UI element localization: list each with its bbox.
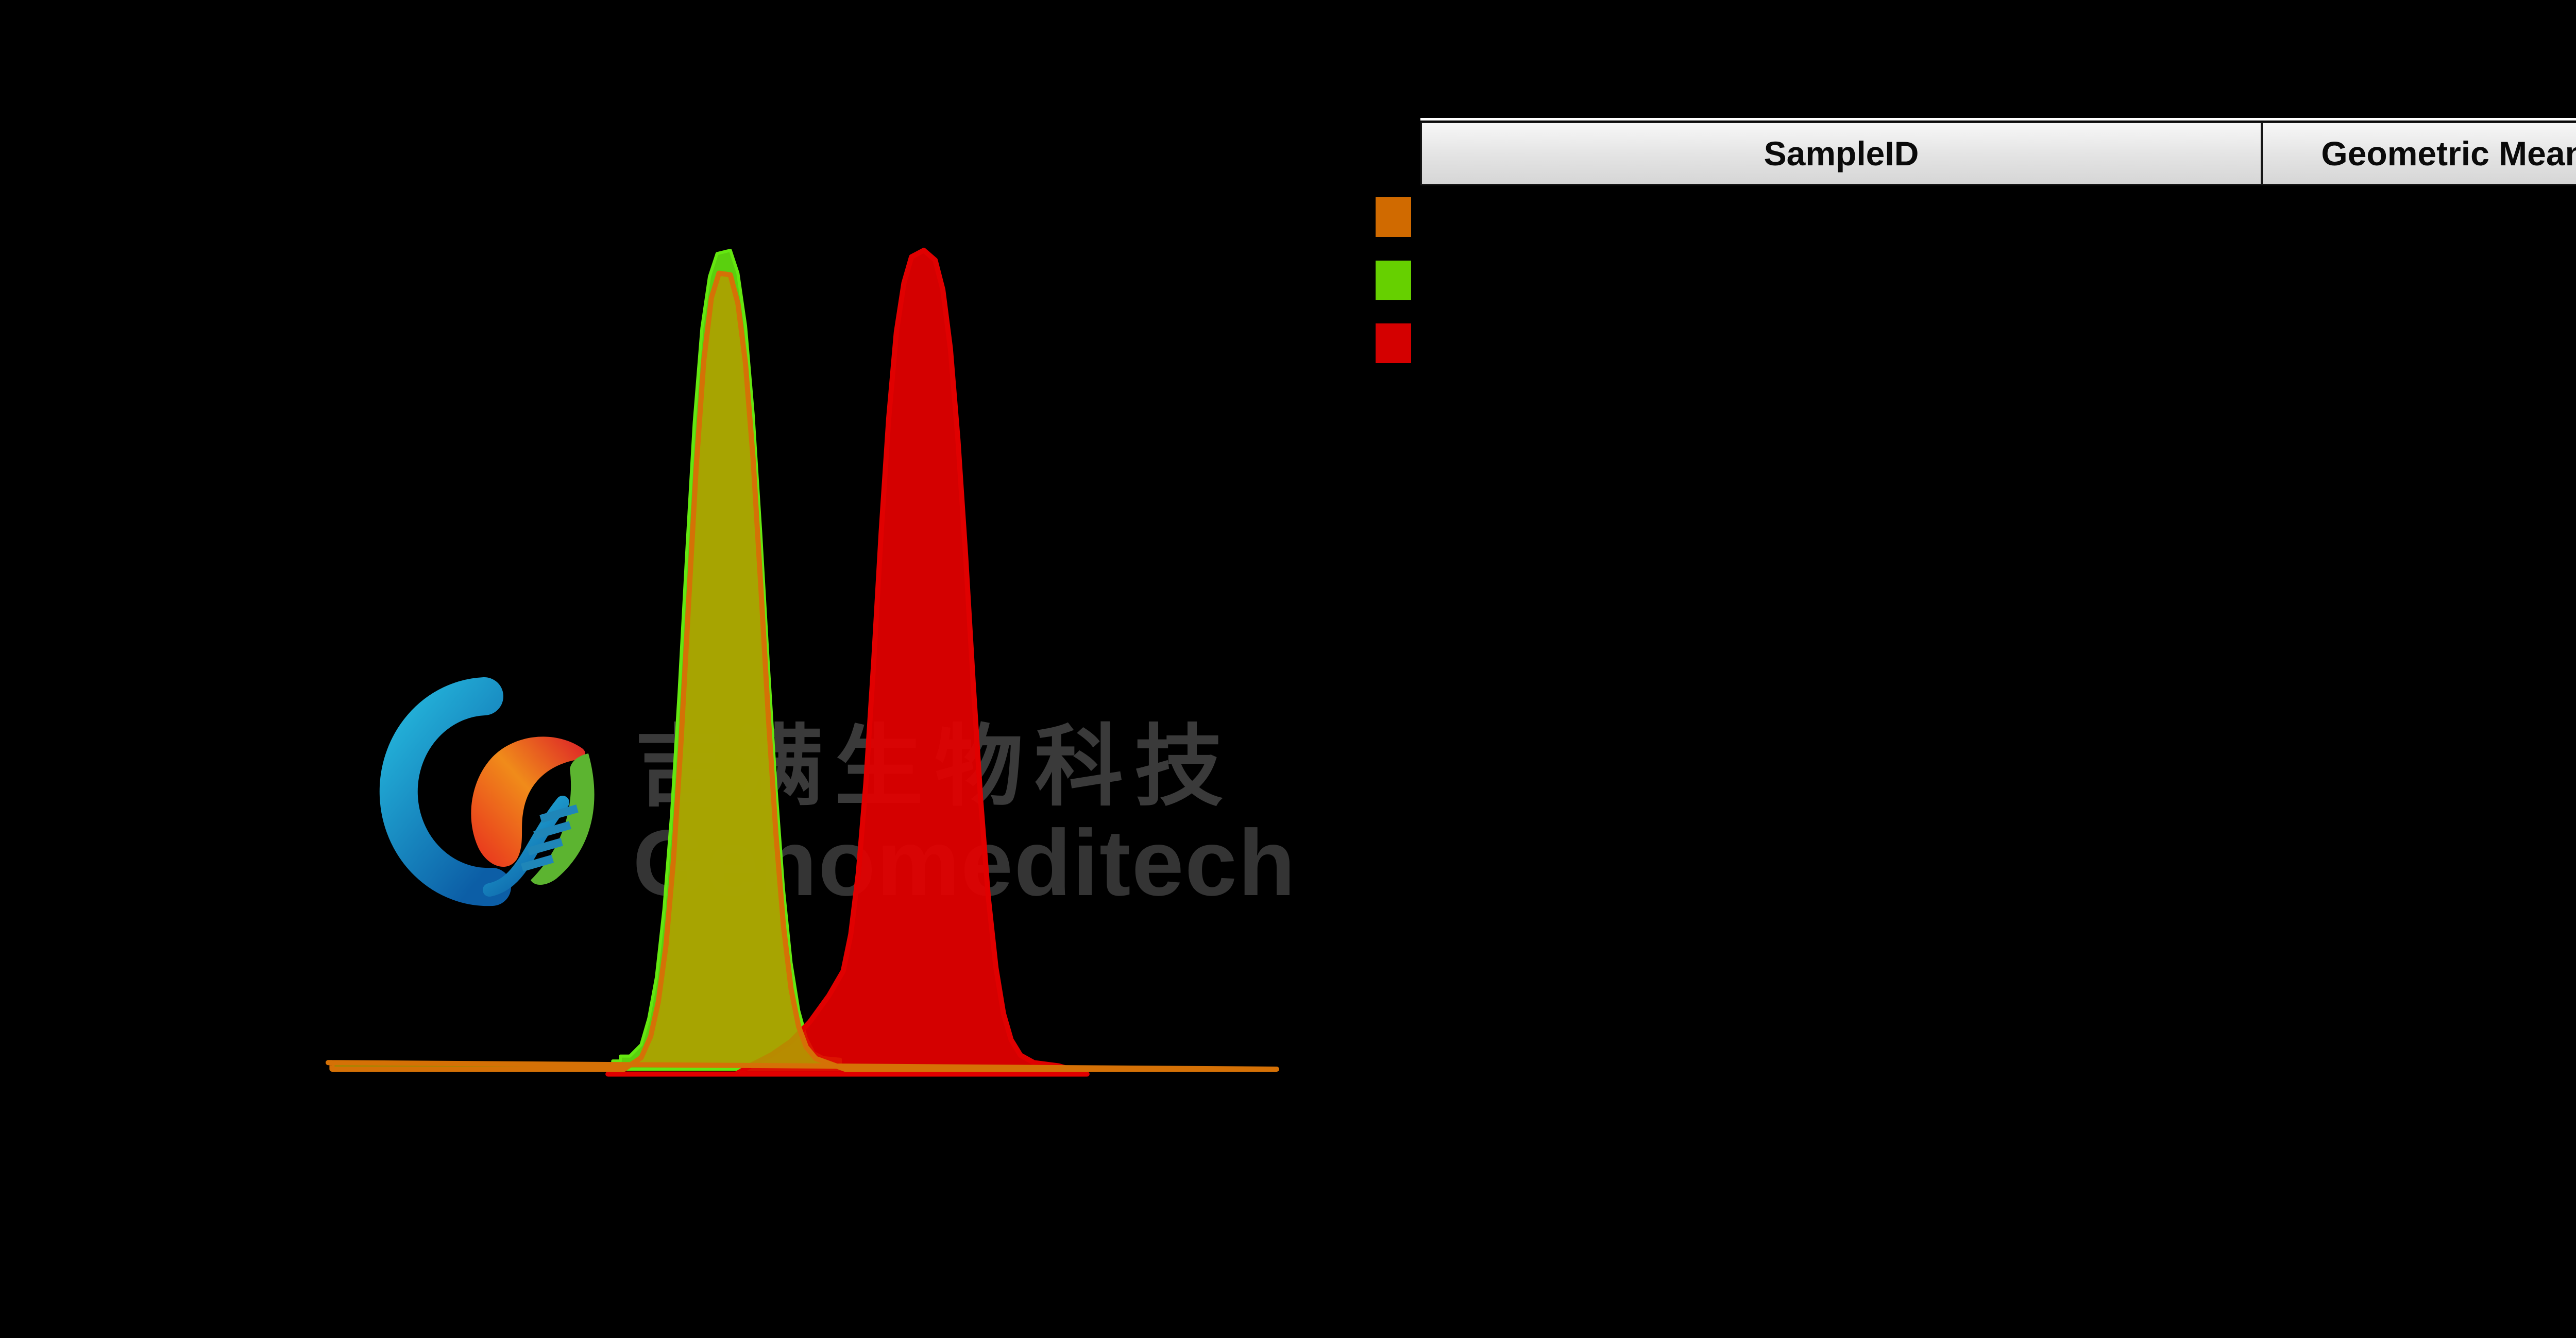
logo-dna-rungs (520, 804, 579, 872)
logo-flame (471, 736, 585, 867)
series-orange (326, 270, 1279, 1072)
table-top-border (1420, 118, 2576, 121)
column-header-sampleid: SampleID (1420, 122, 2262, 185)
legend-swatch-green (1376, 261, 1411, 300)
logo-blue-swoosh (379, 677, 511, 906)
stats-table-header: SampleID Geometric Mean : FL11-H (1420, 122, 2576, 185)
logo-green-leaf (531, 753, 595, 885)
legend-swatch-orange (1376, 197, 1411, 237)
legend-swatch-red (1376, 323, 1411, 363)
genomeditech-logo (379, 677, 595, 906)
column-header-geomean-fl11h: Geometric Mean : FL11-H (2262, 122, 2576, 185)
series-red (605, 248, 1090, 1077)
